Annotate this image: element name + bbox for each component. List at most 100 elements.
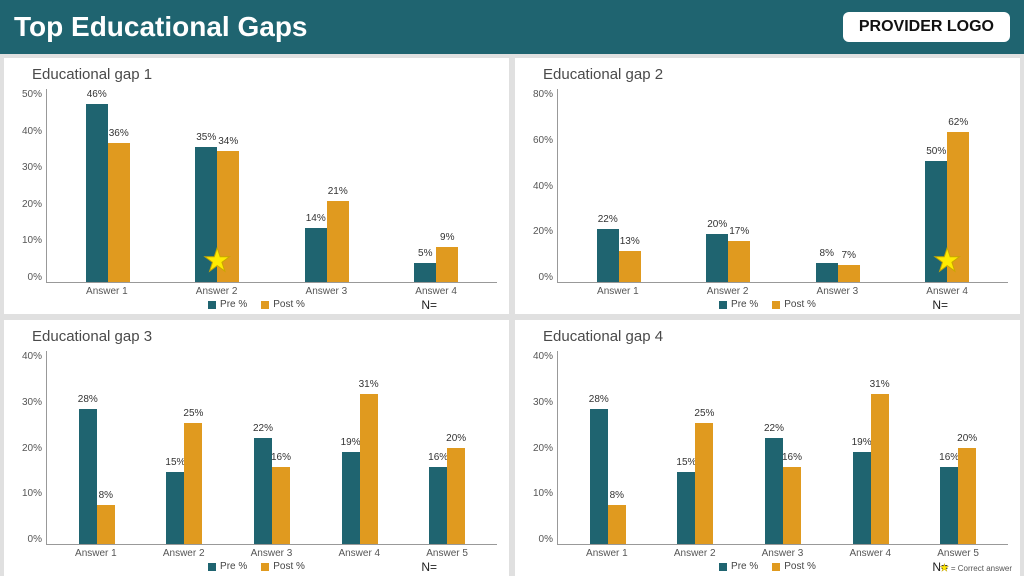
bar-group: 8% 7% (816, 89, 860, 282)
bar-group: 22%16% (254, 351, 290, 544)
bar-value-label: 17% (729, 226, 749, 237)
chart-area: 0%10%20%30%40%50%46%36%35%34%★14%21%5%9% (16, 89, 497, 283)
bar-value-label: 20% (446, 433, 466, 444)
bar-value-label: 8% (99, 490, 113, 501)
y-axis: 0%10%20%30%40% (16, 351, 46, 545)
bar-group: 15%25% (166, 351, 202, 544)
bar-value-label: 7% (842, 250, 856, 261)
legend-item-pre: Pre % (208, 561, 247, 572)
bar-pre: 5% (414, 263, 436, 282)
bar-group: 35%34%★ (195, 89, 239, 282)
legend-swatch (772, 301, 780, 309)
bar-value-label: 36% (109, 128, 129, 139)
bar-value-label: 50% (926, 146, 946, 157)
bar-post: 13% (619, 251, 641, 282)
x-tick-label: Answer 2 (673, 286, 783, 297)
x-tick-label: Answer 4 (892, 286, 1002, 297)
legend-item-post: Post % (261, 299, 305, 310)
bar-value-label: 16% (939, 452, 959, 463)
bar-group: 5%9% (414, 89, 458, 282)
bar-value-label: 28% (589, 394, 609, 405)
bar-value-label: 22% (764, 423, 784, 434)
star-icon: ★ (940, 563, 949, 574)
x-tick-label: Answer 3 (783, 286, 893, 297)
bar-value-label: 46% (87, 89, 107, 100)
bar-pre: 35% (195, 147, 217, 282)
x-tick-label: Answer 1 (52, 548, 140, 559)
legend-label: Pre % (731, 561, 758, 572)
legend-swatch (719, 301, 727, 309)
provider-logo: PROVIDER LOGO (843, 12, 1010, 42)
x-tick-label: Answer 2 (162, 286, 272, 297)
bar-value-label: 16% (271, 452, 291, 463)
x-tick-label: Answer 2 (651, 548, 739, 559)
bar-post: 16% (272, 467, 290, 544)
bar-value-label: 19% (852, 437, 872, 448)
bar-post: 20% (447, 448, 465, 545)
x-axis: Answer 1Answer 2Answer 3Answer 4Answer 5 (557, 545, 1008, 559)
bar-pre: 28% (590, 409, 608, 544)
x-tick-label: Answer 4 (381, 286, 491, 297)
panel-title: Educational gap 2 (543, 66, 1008, 83)
n-label: N= (421, 560, 437, 574)
bar-value-label: 15% (165, 457, 185, 468)
page-title: Top Educational Gaps (14, 11, 308, 43)
chart-panel: Educational gap 40%10%20%30%40%28%8%15%2… (515, 320, 1020, 576)
legend-item-pre: Pre % (719, 561, 758, 572)
bar-group: 28%8% (79, 351, 115, 544)
bar-pre: 22% (765, 438, 783, 544)
bar-pre: 19% (853, 452, 871, 544)
bar-post: 9% (436, 247, 458, 282)
bar-value-label: 8% (610, 490, 624, 501)
legend-swatch (208, 563, 216, 571)
plot-area: 28%8%15%25%22%16%19%31%16%20% (46, 351, 497, 545)
legend-item-pre: Pre % (208, 299, 247, 310)
n-label: N= (421, 298, 437, 312)
legend-label: Pre % (731, 299, 758, 310)
bar-value-label: 22% (598, 214, 618, 225)
bar-post: 16% (783, 467, 801, 544)
plot-area: 28%8%15%25%22%16%19%31%16%20% (557, 351, 1008, 545)
bar-value-label: 9% (440, 232, 454, 243)
bar-pre: 22% (597, 229, 619, 282)
legend-swatch (261, 301, 269, 309)
bar-value-label: 28% (78, 394, 98, 405)
bar-pre: 46% (86, 104, 108, 282)
x-tick-label: Answer 4 (315, 548, 403, 559)
bar-value-label: 20% (707, 219, 727, 230)
chart-panel: Educational gap 10%10%20%30%40%50%46%36%… (4, 58, 509, 314)
x-tick-label: Answer 5 (914, 548, 1002, 559)
bar-post: 17% (728, 241, 750, 282)
legend-label: Post % (273, 561, 305, 572)
bar-group: 16%20% (429, 351, 465, 544)
legend-swatch (719, 563, 727, 571)
legend-label: Post % (784, 299, 816, 310)
footer-note: ★= Correct answer (940, 563, 1012, 574)
legend: Pre % Post % N= (16, 299, 497, 310)
legend-swatch (208, 301, 216, 309)
plot-area: 46%36%35%34%★14%21%5%9% (46, 89, 497, 283)
bar-value-label: 25% (694, 408, 714, 419)
y-axis: 0%10%20%30%40% (527, 351, 557, 545)
bar-group: 22%13% (597, 89, 641, 282)
bar-pre: 28% (79, 409, 97, 544)
bar-pre: 19% (342, 452, 360, 544)
bar-pre: 16% (940, 467, 958, 544)
x-tick-label: Answer 1 (52, 286, 162, 297)
bar-value-label: 14% (306, 213, 326, 224)
bar-value-label: 5% (418, 248, 432, 259)
plot-area: 22%13%20%17%8%7%50%62%★ (557, 89, 1008, 283)
bar-group: 22%16% (765, 351, 801, 544)
y-axis: 0%10%20%30%40%50% (16, 89, 46, 283)
bar-value-label: 13% (620, 236, 640, 247)
bar-value-label: 8% (820, 248, 834, 259)
bar-pre: 16% (429, 467, 447, 544)
bar-post: 36% (108, 143, 130, 282)
bar-pre: 20% (706, 234, 728, 282)
legend-item-post: Post % (772, 299, 816, 310)
bar-post: 8% (608, 505, 626, 544)
bar-pre: 8% (816, 263, 838, 282)
bar-value-label: 62% (948, 117, 968, 128)
bar-value-label: 15% (676, 457, 696, 468)
bar-group: 15% 25% (677, 351, 713, 544)
